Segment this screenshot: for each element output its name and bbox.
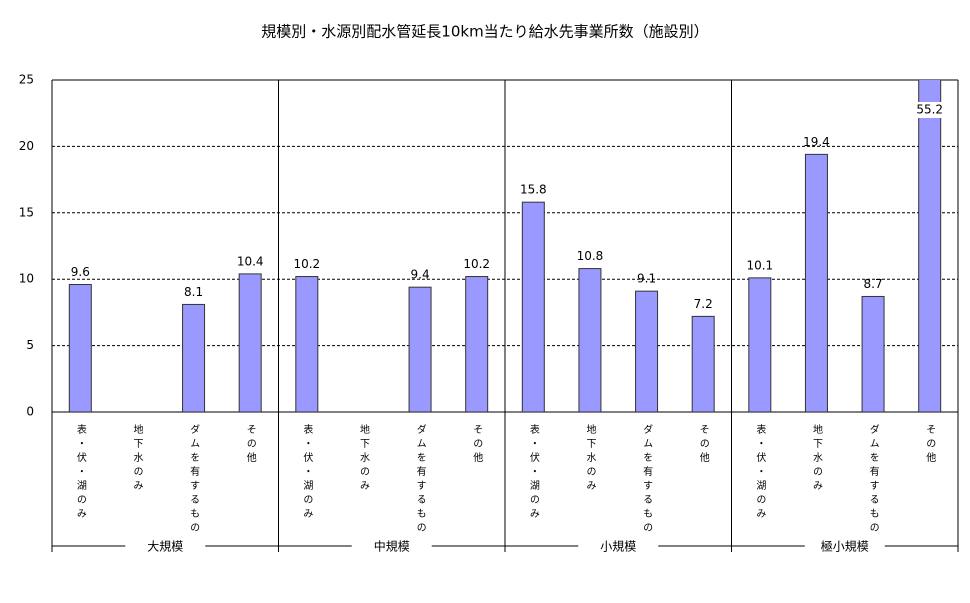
- group-label-bg: [804, 538, 885, 554]
- y-tick-label: 15: [19, 205, 34, 219]
- value-label: 9.4: [411, 268, 430, 282]
- y-tick-label: 10: [19, 272, 34, 286]
- group-label: 小規模: [600, 539, 636, 554]
- x-tick-label: その他: [697, 424, 709, 466]
- group-label: 中規模: [374, 539, 410, 554]
- x-tick-label: ダムを有するもの: [867, 424, 879, 536]
- x-tick-label: 表・伏・湖のみ: [74, 423, 86, 522]
- value-label: 9.6: [71, 265, 90, 279]
- bar: [918, 80, 942, 412]
- y-tick-label: 5: [26, 338, 34, 352]
- x-tick-label: その他: [924, 424, 936, 466]
- value-label: 7.2: [694, 297, 713, 311]
- group-label: 大規模: [147, 539, 183, 554]
- x-tick-label: その他: [244, 424, 256, 466]
- value-label: 19.4: [803, 135, 830, 149]
- bar: [691, 315, 715, 412]
- group-label-bg: [351, 538, 432, 554]
- value-label: 10.8: [577, 249, 604, 263]
- x-tick-label: 表・伏・湖のみ: [754, 423, 766, 522]
- value-label: 10.4: [237, 254, 264, 268]
- x-tick-label: その他: [471, 424, 483, 466]
- bar: [635, 290, 659, 412]
- bar: [861, 295, 885, 412]
- x-tick-label: 地下水のみ: [131, 423, 143, 494]
- x-tick-label: ダムを有するもの: [414, 424, 426, 536]
- bar: [804, 153, 828, 412]
- value-label: 55.2: [916, 103, 943, 117]
- value-label: 10.2: [293, 257, 320, 271]
- x-tick-label: 表・伏・湖のみ: [301, 423, 313, 522]
- value-label: 9.1: [637, 272, 656, 286]
- bar: [182, 303, 206, 412]
- bar: [68, 284, 92, 412]
- x-tick-label: ダムを有するもの: [641, 424, 653, 536]
- chart-title: 規模別・水源別配水管延長10km当たり給水先事業所数（施設別）: [261, 23, 708, 41]
- x-tick-label: 地下水のみ: [584, 423, 596, 494]
- group-label-bg: [125, 538, 206, 554]
- x-tick-label: ダムを有するもの: [188, 424, 200, 536]
- bar: [578, 268, 602, 412]
- value-label: 8.1: [184, 285, 203, 299]
- group-label-bg: [578, 538, 659, 554]
- bar: [521, 201, 545, 412]
- y-tick-label: 0: [26, 405, 34, 419]
- value-label: 10.2: [463, 257, 490, 271]
- group-label: 極小規模: [821, 539, 869, 554]
- value-label: 15.8: [520, 183, 547, 197]
- value-label: 10.1: [746, 258, 773, 272]
- bar: [408, 286, 432, 412]
- y-tick-label: 25: [19, 73, 34, 87]
- x-tick-label: 地下水のみ: [810, 423, 822, 494]
- bar: [238, 273, 262, 412]
- bar: [748, 277, 772, 412]
- bar: [465, 276, 489, 412]
- value-label-bg: [915, 102, 944, 118]
- x-tick-label: 地下水のみ: [357, 423, 369, 494]
- value-label: 8.7: [864, 277, 883, 291]
- bar: [295, 276, 319, 412]
- y-tick-label: 20: [19, 139, 34, 153]
- x-tick-label: 表・伏・湖のみ: [527, 423, 539, 522]
